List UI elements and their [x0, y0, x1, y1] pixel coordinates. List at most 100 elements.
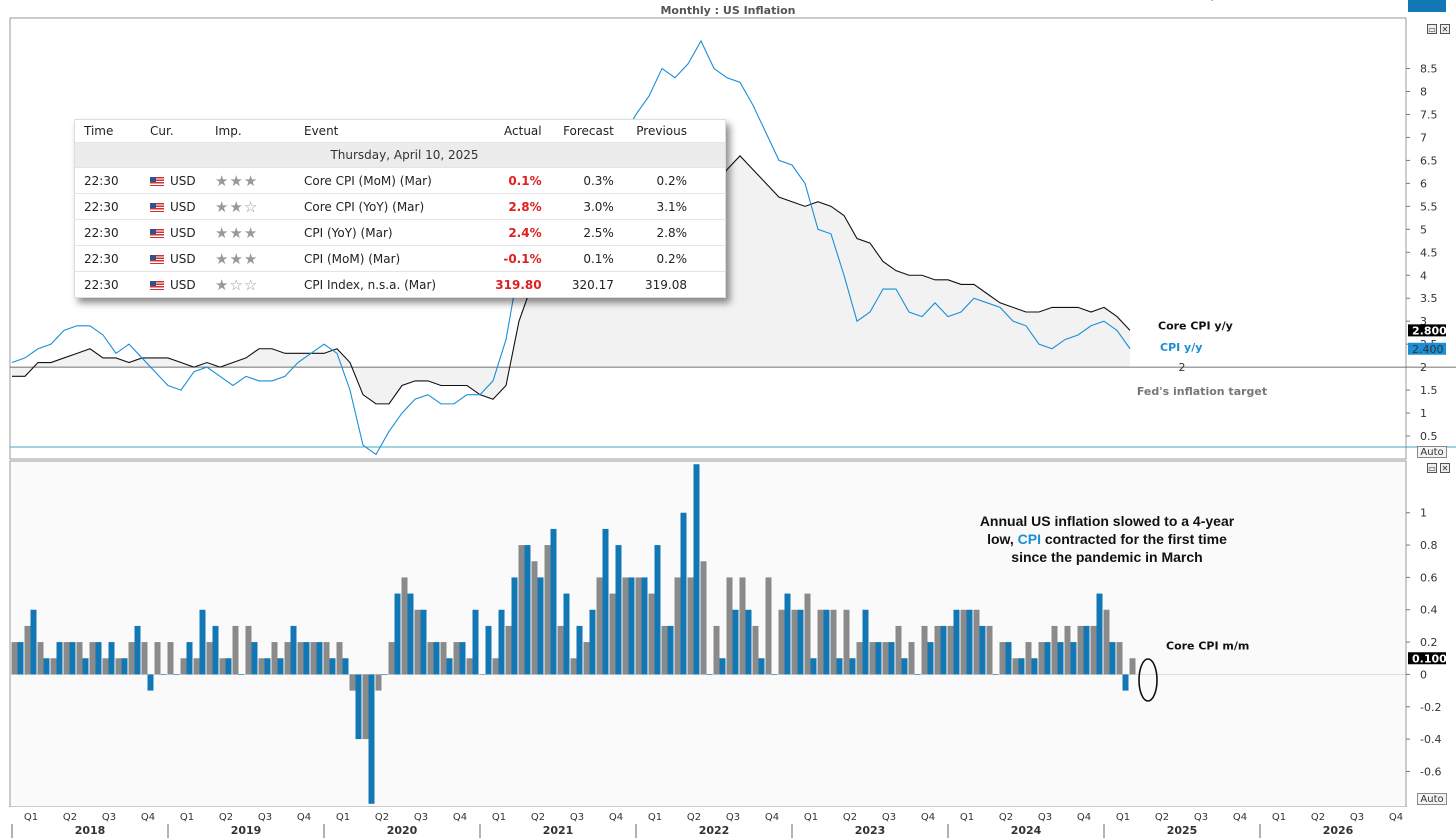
- upper-y-tick-label: 3.5: [1420, 292, 1438, 305]
- calendar-row[interactable]: 22:30 USD ★☆☆ CPI Index, n.s.a. (Mar) 319.80…: [75, 271, 725, 297]
- lower-auto-button[interactable]: Auto: [1417, 793, 1447, 805]
- fed-target-value: 2: [1179, 361, 1186, 374]
- core-cpi-mm-bar: [570, 658, 577, 675]
- calendar-row[interactable]: 22:30 USD ★★★ CPI (MoM) (Mar) -0.1% 0.1% 0.2%: [75, 245, 725, 272]
- x-year-label: 2021: [543, 824, 574, 837]
- calendar-row[interactable]: 22:30 USD ★★★ Core CPI (MoM) (Mar) 0.1% 0.3% 0…: [75, 167, 725, 194]
- cpi-mm-bar: [745, 609, 752, 675]
- core-cpi-mm-bar: [544, 545, 551, 675]
- core-cpi-mm-bar: [362, 674, 369, 740]
- core-cpi-mm-bar: [401, 577, 408, 675]
- core-cpi-mm-bar: [960, 609, 967, 675]
- core-cpi-mm-bar: [180, 658, 187, 675]
- core-cpi-mm-bar: [687, 577, 694, 675]
- core-cpi-mm-bar: [11, 642, 18, 675]
- cpi-mm-bar: [862, 609, 869, 675]
- core-cpi-mm-bar: [739, 577, 746, 675]
- row-previous: 319.08: [623, 271, 725, 297]
- economic-calendar: Time Cur. Imp. Event Actual Forecast Pre…: [74, 119, 726, 298]
- cpi-mm-bar: [589, 609, 596, 675]
- core-cpi-mm-bar: [843, 609, 850, 675]
- lower-restore-button[interactable]: ▭: [1427, 463, 1437, 473]
- row-forecast: 2.5%: [551, 219, 624, 246]
- x-quarter-label: Q2: [999, 812, 1013, 823]
- core-cpi-mm-bar: [167, 642, 174, 675]
- cpi-mm-bar: [901, 658, 908, 675]
- upper-y-tick-label: 8.5: [1420, 63, 1438, 76]
- calendar-row[interactable]: 22:30 USD ★★★ CPI (YoY) (Mar) 2.4% 2.5% 2.8%: [75, 219, 725, 246]
- x-quarter-label: Q3: [414, 812, 428, 823]
- x-quarter-label: Q3: [882, 812, 896, 823]
- x-quarter-label: Q3: [726, 812, 740, 823]
- lower-y-tick-label: 0.4: [1420, 604, 1438, 617]
- core-cpi-mm-bar: [518, 545, 525, 675]
- row-previous: 2.8%: [623, 219, 725, 246]
- core-cpi-mm-value: 0.100: [1412, 652, 1447, 665]
- cpi-mm-bar: [251, 642, 258, 675]
- cpi-mm-bar: [420, 609, 427, 675]
- upper-auto-button[interactable]: Auto: [1417, 446, 1447, 458]
- header-event: Event: [295, 120, 484, 143]
- core-cpi-mm-bar: [1103, 609, 1110, 675]
- row-time: 22:30: [75, 193, 141, 220]
- cpi-mm-bar: [1057, 642, 1064, 675]
- cpi-mm-bar: [186, 642, 193, 675]
- core-cpi-mm-bar: [791, 609, 798, 675]
- core-cpi-yy-value-box: [1408, 324, 1446, 337]
- upper-close-button[interactable]: ✕: [1440, 24, 1450, 34]
- core-cpi-mm-bar: [986, 625, 993, 675]
- row-importance: ★★★: [206, 219, 295, 246]
- upper-y-tick-label: 8: [1420, 86, 1427, 99]
- x-quarter-label: Q1: [1116, 812, 1130, 823]
- row-forecast: 3.0%: [551, 193, 624, 220]
- row-event[interactable]: CPI (MoM) (Mar): [295, 245, 484, 272]
- row-event[interactable]: CPI Index, n.s.a. (Mar): [295, 271, 484, 297]
- cpi-mm-bar: [199, 609, 206, 675]
- x-quarter-label: Q3: [1194, 812, 1208, 823]
- lower-y-tick-label: 0.8: [1420, 539, 1438, 552]
- cpi-mm-bar: [823, 609, 830, 675]
- row-event[interactable]: CPI (YoY) (Mar): [295, 219, 484, 246]
- core-cpi-mm-bar: [323, 642, 330, 675]
- cpi-mm-bar: [810, 658, 817, 675]
- lower-y-tick-label: -0.4: [1420, 733, 1441, 746]
- cpi-mm-bar: [732, 609, 739, 675]
- cpi-mm-bar: [615, 545, 622, 675]
- core-cpi-mm-bar: [921, 625, 928, 675]
- upper-y-tick-label: 6: [1420, 177, 1427, 190]
- core-cpi-mm-bar: [752, 625, 759, 675]
- cpi-mm-bar: [485, 625, 492, 675]
- cpi-mm-bar: [30, 609, 37, 675]
- x-quarter-label: Q1: [804, 812, 818, 823]
- core-cpi-mm-bar: [24, 625, 31, 675]
- core-cpi-mm-bar: [414, 609, 421, 675]
- x-quarter-label: Q4: [453, 812, 467, 823]
- core-cpi-mm-bar: [531, 561, 538, 675]
- cpi-mm-bar: [82, 658, 89, 675]
- lower-y-tick-label: 1: [1420, 507, 1427, 520]
- cpi-mm-bar: [927, 642, 934, 675]
- row-forecast: 320.17: [551, 271, 624, 297]
- calendar-row[interactable]: 22:30 USD ★★☆ Core CPI (YoY) (Mar) 2.8% 3.0% 3…: [75, 193, 725, 220]
- cpi-mm-bar: [706, 674, 713, 676]
- core-cpi-mm-bar: [1077, 625, 1084, 675]
- cpi-mm-label: CPI m/m: [1176, 0, 1227, 3]
- lower-close-button[interactable]: ✕: [1440, 463, 1450, 473]
- row-event[interactable]: Core CPI (YoY) (Mar): [295, 193, 484, 220]
- x-quarter-label: Q4: [1389, 812, 1403, 823]
- upper-y-axis-area: [1406, 18, 1446, 459]
- upper-y-tick-label: 4: [1420, 269, 1427, 282]
- upper-restore-button[interactable]: ▭: [1427, 24, 1437, 34]
- cpi-mm-bar: [797, 609, 804, 675]
- row-forecast: 0.3%: [551, 167, 624, 194]
- cpi-mm-bar: [1044, 642, 1051, 675]
- core-cpi-mm-bar: [635, 577, 642, 675]
- core-cpi-mm-bar: [245, 625, 252, 675]
- core-cpi-mm-bar: [869, 642, 876, 675]
- core-cpi-mm-bar: [557, 625, 564, 675]
- core-cpi-mm-bar: [1051, 625, 1058, 675]
- header-importance: Imp.: [206, 120, 295, 143]
- core-cpi-mm-bar: [154, 642, 161, 675]
- row-event[interactable]: Core CPI (MoM) (Mar): [295, 167, 484, 194]
- row-currency: USD: [141, 245, 206, 272]
